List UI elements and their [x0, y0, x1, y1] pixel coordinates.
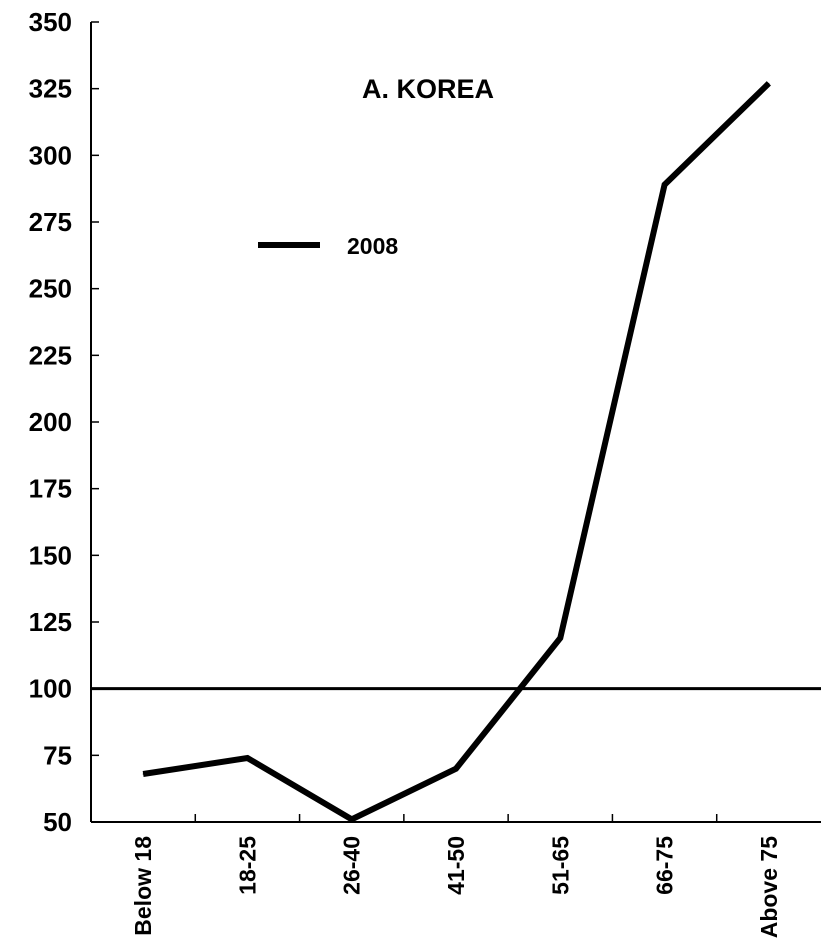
x-tick-label: 26-40 [339, 836, 365, 895]
data-point [768, 82, 770, 84]
y-axis: 50 75 100 125 150 175 200 225 250 275 300 325 350 [29, 7, 99, 837]
y-tick-label: 200 [29, 407, 72, 437]
y-tick-label: 50 [43, 807, 72, 837]
y-tick-label: 150 [29, 540, 72, 570]
x-tick-label: 51-65 [547, 836, 573, 895]
y-tick-label: 175 [29, 474, 72, 504]
x-tick-label: 41-50 [443, 836, 469, 895]
x-axis: Below 18 18-25 26-40 41-50 51-65 66-75 Above 7… [130, 814, 782, 938]
y-tick-label: 75 [43, 740, 72, 770]
y-tick-label: 300 [29, 140, 72, 170]
x-tick-label: Above 75 [756, 836, 782, 938]
data-point [559, 637, 561, 639]
y-tick-label: 125 [29, 607, 72, 637]
data-point [455, 768, 457, 770]
data-point [246, 757, 248, 759]
data-point [142, 773, 144, 775]
y-tick-label: 225 [29, 340, 72, 370]
series-line-2008 [142, 81, 771, 823]
legend: 2008 [258, 233, 398, 259]
series-group [142, 81, 771, 823]
x-tick-label: 18-25 [234, 836, 260, 895]
legend-label-2008: 2008 [347, 233, 398, 259]
data-point [351, 818, 353, 820]
y-tick-label: 250 [29, 274, 72, 304]
y-tick-label: 350 [29, 7, 72, 37]
y-tick-label: 325 [29, 74, 72, 104]
x-tick-label: Below 18 [130, 836, 156, 936]
data-point [664, 184, 666, 186]
y-tick-label: 100 [29, 674, 72, 704]
y-tick-label: 275 [29, 207, 72, 237]
x-tick-label: 66-75 [652, 836, 678, 895]
chart-title: A. KOREA [362, 74, 494, 104]
